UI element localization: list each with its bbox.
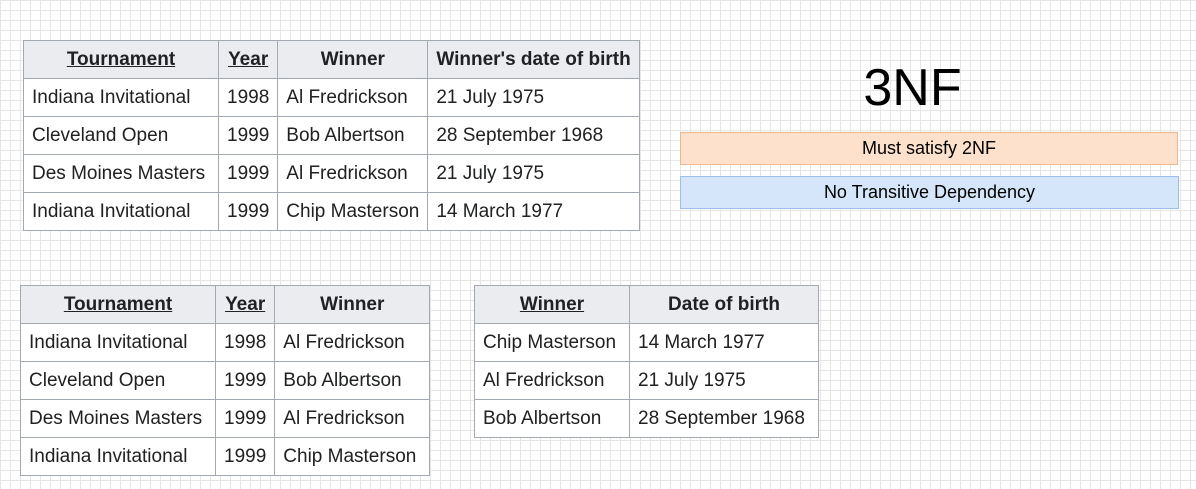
table-cell: Indiana Invitational	[20, 323, 216, 362]
table-cell: Chip Masterson	[277, 192, 429, 231]
table-cell: Des Moines Masters	[23, 154, 219, 193]
table-cell: 1999	[214, 437, 276, 476]
page-title: 3NF	[863, 59, 962, 117]
column-header-tournament: Tournament	[20, 285, 216, 324]
table-cell: 28 September 1968	[427, 116, 640, 155]
table-cell: 1998	[214, 323, 276, 362]
table-header-row: Winner Date of birth	[474, 285, 819, 324]
table-row: Indiana Invitational 1998 Al Fredrickson…	[23, 78, 640, 117]
column-header-date-of-birth: Date of birth	[629, 285, 819, 324]
winner-table: Winner Date of birth Chip Masterson 14 M…	[474, 285, 819, 438]
table-row: Cleveland Open 1999 Bob Albertson 28 Sep…	[23, 116, 640, 155]
table-cell: Al Fredrickson	[274, 323, 431, 362]
table-row: Indiana Invitational 1999 Chip Masterson	[20, 437, 431, 476]
table-header-row: Tournament Year Winner	[20, 285, 431, 324]
table-cell: Cleveland Open	[23, 116, 219, 155]
rule-no-transitive-dependency: No Transitive Dependency	[680, 176, 1179, 209]
table-cell: 1999	[217, 154, 279, 193]
table-cell: Bob Albertson	[274, 361, 431, 400]
column-header-winner-dob: Winner's date of birth	[427, 40, 640, 79]
table-cell: 21 July 1975	[427, 154, 640, 193]
table-row: Bob Albertson 28 September 1968	[474, 399, 819, 438]
table-cell: 1999	[217, 192, 279, 231]
table-header-row: Tournament Year Winner Winner's date of …	[23, 40, 640, 79]
table-cell: 21 July 1975	[629, 361, 819, 400]
table-cell: Al Fredrickson	[277, 78, 429, 117]
column-header-winner: Winner	[474, 285, 630, 324]
table-cell: Indiana Invitational	[23, 78, 219, 117]
table-cell: Chip Masterson	[274, 437, 431, 476]
table-row: Al Fredrickson 21 July 1975	[474, 361, 819, 400]
table-cell: Indiana Invitational	[23, 192, 219, 231]
table-cell: 28 September 1968	[629, 399, 819, 438]
table-cell: 21 July 1975	[427, 78, 640, 117]
rule-must-satisfy-2nf: Must satisfy 2NF	[680, 132, 1178, 165]
table-cell: 1998	[217, 78, 279, 117]
table-row: Cleveland Open 1999 Bob Albertson	[20, 361, 431, 400]
table-cell: 14 March 1977	[427, 192, 640, 231]
table-cell: Bob Albertson	[474, 399, 630, 438]
tournament-table: Tournament Year Winner Indiana Invitatio…	[20, 285, 431, 476]
table-cell: Chip Masterson	[474, 323, 630, 362]
table-cell: 1999	[214, 361, 276, 400]
table-cell: 14 March 1977	[629, 323, 819, 362]
column-header-winner: Winner	[277, 40, 429, 79]
table-cell: 1999	[217, 116, 279, 155]
column-header-winner: Winner	[274, 285, 431, 324]
table-cell: Indiana Invitational	[20, 437, 216, 476]
column-header-year: Year	[217, 40, 279, 79]
table-row: Chip Masterson 14 March 1977	[474, 323, 819, 362]
table-row: Indiana Invitational 1999 Chip Masterson…	[23, 192, 640, 231]
table-cell: Des Moines Masters	[20, 399, 216, 438]
table-cell: Al Fredrickson	[274, 399, 431, 438]
column-header-tournament: Tournament	[23, 40, 219, 79]
column-header-year: Year	[214, 285, 276, 324]
table-row: Des Moines Masters 1999 Al Fredrickson	[20, 399, 431, 438]
table-row: Des Moines Masters 1999 Al Fredrickson 2…	[23, 154, 640, 193]
table-cell: Al Fredrickson	[474, 361, 630, 400]
table-cell: Al Fredrickson	[277, 154, 429, 193]
table-row: Indiana Invitational 1998 Al Fredrickson	[20, 323, 431, 362]
table-cell: Bob Albertson	[277, 116, 429, 155]
table-cell: 1999	[214, 399, 276, 438]
original-table: Tournament Year Winner Winner's date of …	[23, 40, 640, 231]
table-cell: Cleveland Open	[20, 361, 216, 400]
